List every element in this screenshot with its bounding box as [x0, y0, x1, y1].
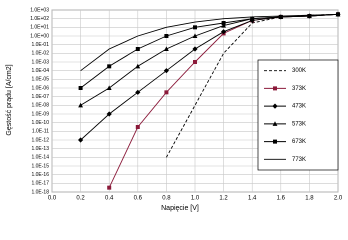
y-tick-label: 1.0E-14 [31, 155, 49, 161]
x-tick-label: 1.2 [219, 196, 228, 202]
y-tick-label: 1.0E+02 [30, 16, 49, 22]
y-tick-label: 1.0E-10 [31, 120, 49, 126]
marker [192, 46, 198, 52]
y-tick-label: 1.0E-08 [31, 103, 49, 109]
legend-marker [272, 121, 278, 126]
legend-marker [272, 103, 278, 109]
chart: Gęstość prądu [A/cm2] Napięcie [V] 1.0E+… [5, 7, 343, 212]
legend-label: 673K [292, 139, 306, 145]
y-tick-label: 1.0E-18 [31, 189, 49, 195]
marker [78, 137, 84, 143]
x-tick-label: 0.4 [105, 196, 114, 202]
y-axis-label: Gęstość prądu [A/cm2] [6, 64, 13, 135]
x-tick-label: 0.2 [76, 196, 85, 202]
y-tick-label: 1.0E-12 [31, 137, 49, 143]
y-tick-label: 1.0E+03 [30, 7, 49, 13]
marker [221, 29, 227, 35]
marker [135, 63, 141, 69]
y-tick-label: 1.0E+01 [30, 25, 49, 31]
x-axis-label: Napięcie [V] [161, 205, 199, 212]
marker [250, 16, 255, 21]
x-tick-label: 0.0 [48, 196, 57, 202]
legend-box [257, 59, 339, 171]
marker [107, 185, 112, 190]
marker [307, 14, 312, 19]
y-tick-label: 1.0E-11 [32, 129, 49, 135]
marker [278, 14, 283, 19]
marker [135, 47, 140, 52]
x-tick-label: 0.6 [134, 196, 143, 202]
x-tick-label: 1.4 [248, 196, 257, 202]
x-tick-label: 1.6 [277, 196, 286, 202]
marker [106, 85, 112, 90]
marker [135, 125, 140, 130]
legend-label: 473K [292, 104, 306, 110]
marker [192, 33, 198, 38]
x-tick-label: 0.8 [162, 196, 171, 202]
y-tick-label: 1.0E+00 [30, 33, 49, 39]
marker [107, 64, 112, 69]
x-tick-label: 1.8 [305, 196, 314, 202]
y-tick-label: 1.0E-03 [31, 59, 49, 65]
legend-label: 373K [292, 86, 306, 92]
legend-label: 300K [292, 68, 306, 74]
y-tick-label: 1.0E-17 [31, 181, 49, 187]
marker [164, 34, 169, 38]
y-tick-label: 1.0E-02 [31, 51, 49, 57]
marker [78, 86, 83, 90]
y-tick-label: 1.0E-09 [31, 111, 49, 117]
x-tick-label: 2.0 [334, 196, 343, 202]
marker [193, 60, 197, 64]
marker [221, 21, 226, 26]
legend-label: 573K [292, 121, 306, 127]
legend-marker [273, 86, 277, 91]
series-line [80, 13, 338, 89]
marker [193, 25, 197, 30]
marker [135, 89, 141, 95]
series-line [80, 13, 338, 72]
y-tick-label: 1.0E-06 [31, 85, 49, 91]
legend-marker [273, 139, 277, 144]
y-tick-label: 1.0E-15 [31, 163, 49, 169]
y-tick-label: 1.0E-13 [31, 146, 49, 152]
y-tick-label: 1.0E-01 [31, 42, 49, 48]
y-tick-label: 1.0E-05 [31, 77, 49, 83]
marker [164, 46, 169, 52]
y-tick-label: 1.0E-07 [31, 94, 49, 100]
marker [78, 102, 83, 108]
marker [163, 68, 169, 74]
marker [164, 90, 169, 95]
legend-label: 773K [292, 157, 306, 163]
marker [106, 111, 112, 117]
y-tick-label: 1.0E-04 [31, 68, 49, 74]
y-tick-label: 1.0E-16 [31, 172, 49, 178]
marker [221, 23, 226, 28]
x-tick-label: 1.0 [191, 196, 200, 202]
